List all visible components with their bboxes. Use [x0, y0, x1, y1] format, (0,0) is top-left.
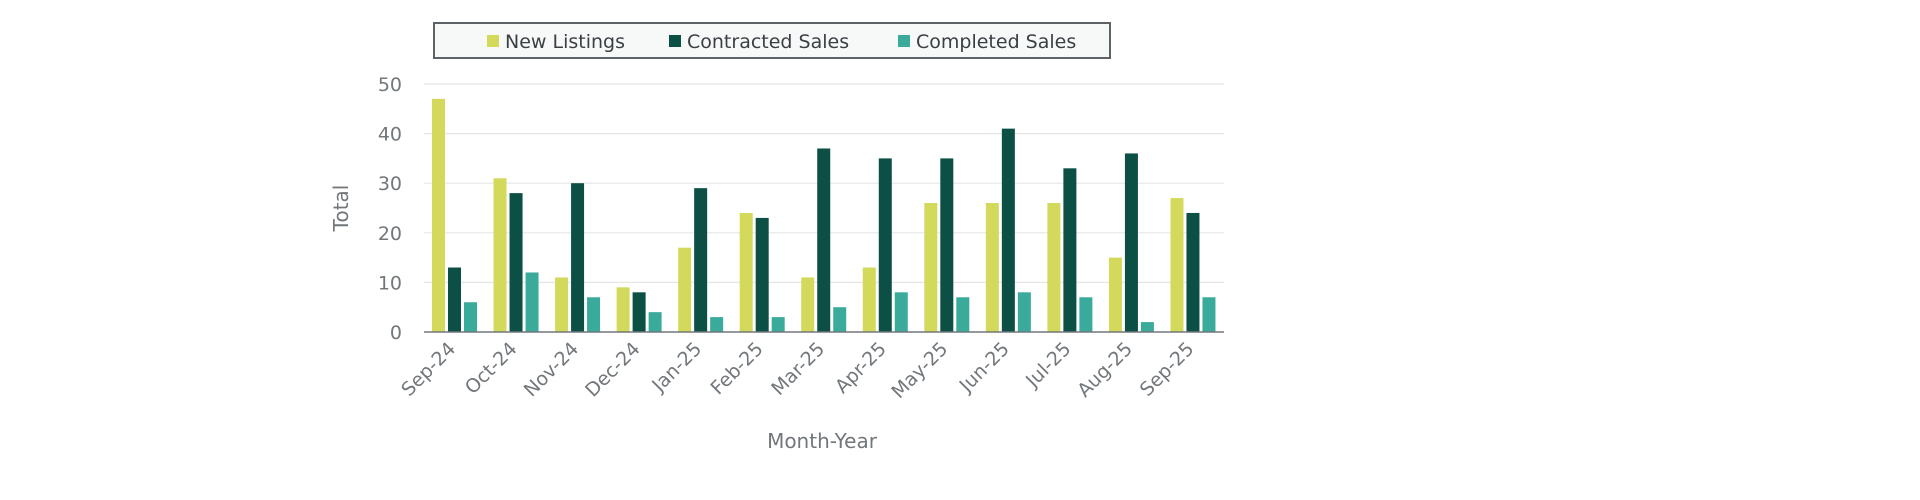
x-tick-label: Feb-25	[706, 338, 767, 399]
bar-completed-sales-jun-25	[1017, 292, 1031, 332]
bar-new-listings-feb-25	[739, 212, 753, 332]
bar-contracted-sales-nov-24	[571, 183, 585, 332]
x-tick-label: May-25	[887, 338, 952, 403]
legend: New Listings Contracted Sales Completed Sa…	[433, 22, 1111, 59]
bar-contracted-sales-oct-24	[509, 193, 523, 332]
bar-completed-sales-feb-25	[771, 317, 785, 332]
bar-contracted-sales-sep-24	[448, 267, 461, 332]
bar-contracted-sales-jun-25	[1001, 128, 1015, 332]
y-tick-label: 40	[378, 124, 402, 146]
bar-contracted-sales-jul-25	[1063, 168, 1077, 332]
x-axis-title: Month-Year	[767, 429, 878, 453]
y-tick-label: 0	[390, 322, 402, 344]
x-tick-label: Sep-24	[397, 338, 460, 401]
bar-contracted-sales-apr-25	[878, 158, 892, 332]
bar-completed-sales-sep-25	[1202, 297, 1216, 332]
bar-contracted-sales-sep-25	[1186, 212, 1200, 332]
legend-box	[433, 22, 1111, 59]
x-tick-label: Dec-24	[581, 338, 645, 402]
x-tick-label: Jan-25	[647, 338, 706, 397]
bar-new-listings-jul-25	[1047, 203, 1061, 332]
bar-new-listings-sep-25	[1170, 198, 1184, 332]
x-tick-label: Jul-25	[1021, 338, 1075, 392]
bar-new-listings-may-25	[924, 203, 938, 332]
legend-swatch-new-listings	[487, 35, 499, 47]
x-tick-label: Sep-25	[1136, 338, 1199, 401]
bar-new-listings-dec-24	[616, 287, 630, 332]
bars	[432, 98, 1216, 332]
bar-completed-sales-mar-25	[833, 307, 847, 332]
legend-label-contracted-sales: Contracted Sales	[687, 31, 849, 53]
bar-new-listings-sep-24	[432, 98, 445, 332]
x-tick-label: Nov-24	[520, 338, 583, 401]
y-tick-label: 20	[378, 223, 402, 245]
legend-swatch-completed-sales	[898, 35, 910, 47]
bar-new-listings-aug-25	[1108, 257, 1122, 332]
bar-completed-sales-jul-25	[1079, 297, 1093, 332]
legend-swatch-contracted-sales	[669, 35, 681, 47]
x-tick-label: Mar-25	[767, 338, 829, 400]
bar-contracted-sales-mar-25	[817, 148, 831, 332]
legend-label-completed-sales: Completed Sales	[916, 31, 1076, 53]
y-axis-ticks: 0 10 20 30 40 50	[378, 74, 402, 344]
bar-completed-sales-may-25	[956, 297, 970, 332]
x-tick-label: Jun-25	[955, 338, 1014, 397]
bar-new-listings-mar-25	[801, 277, 815, 332]
bar-completed-sales-dec-24	[648, 312, 662, 332]
bar-new-listings-oct-24	[493, 178, 507, 332]
x-tick-label: Oct-24	[461, 338, 522, 399]
y-tick-label: 10	[378, 272, 402, 294]
bar-completed-sales-aug-25	[1140, 322, 1154, 332]
bar-completed-sales-apr-25	[894, 292, 908, 332]
bar-completed-sales-nov-24	[587, 297, 601, 332]
bar-new-listings-jun-25	[985, 203, 999, 332]
bar-contracted-sales-may-25	[940, 158, 954, 332]
bar-new-listings-apr-25	[862, 267, 876, 332]
x-tick-label: Apr-25	[831, 338, 891, 398]
bar-completed-sales-jan-25	[710, 317, 724, 332]
bar-contracted-sales-dec-24	[632, 292, 646, 332]
bar-contracted-sales-jan-25	[694, 188, 708, 332]
legend-label-new-listings: New Listings	[505, 31, 625, 53]
x-tick-label: Aug-25	[1073, 338, 1137, 402]
y-tick-label: 30	[378, 173, 402, 195]
bar-contracted-sales-feb-25	[755, 217, 769, 332]
y-tick-label: 50	[378, 74, 402, 96]
bar-completed-sales-sep-24	[464, 302, 477, 332]
bar-new-listings-nov-24	[555, 277, 569, 332]
y-axis-title: Total	[329, 185, 353, 233]
bar-completed-sales-oct-24	[525, 272, 539, 332]
bar-contracted-sales-aug-25	[1124, 153, 1138, 332]
bar-new-listings-jan-25	[678, 247, 692, 332]
